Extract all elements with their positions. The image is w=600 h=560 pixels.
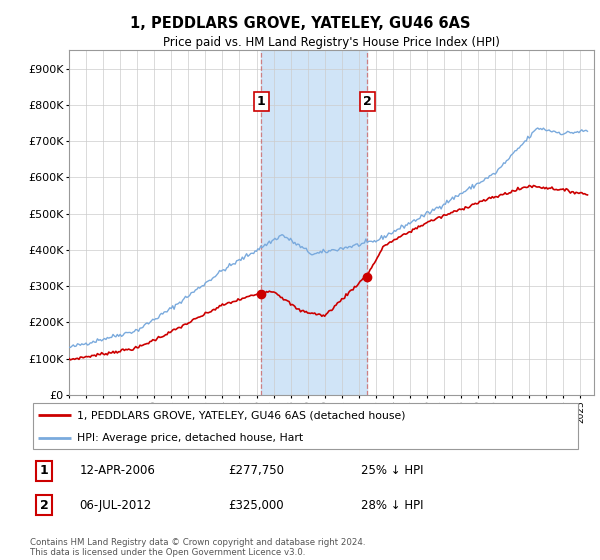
Text: Contains HM Land Registry data © Crown copyright and database right 2024.
This d: Contains HM Land Registry data © Crown c… <box>30 538 365 557</box>
Text: 28% ↓ HPI: 28% ↓ HPI <box>361 498 424 511</box>
Bar <box>261 50 367 395</box>
Text: HPI: Average price, detached house, Hart: HPI: Average price, detached house, Hart <box>77 433 303 444</box>
Text: 1, PEDDLARS GROVE, YATELEY, GU46 6AS (detached house): 1, PEDDLARS GROVE, YATELEY, GU46 6AS (de… <box>77 410 406 421</box>
Text: 06-JUL-2012: 06-JUL-2012 <box>80 498 152 511</box>
Text: 1: 1 <box>257 95 266 108</box>
Text: 2: 2 <box>363 95 371 108</box>
Title: Price paid vs. HM Land Registry's House Price Index (HPI): Price paid vs. HM Land Registry's House … <box>163 36 500 49</box>
Text: 12-APR-2006: 12-APR-2006 <box>80 464 155 478</box>
Text: £325,000: £325,000 <box>229 498 284 511</box>
Text: 2: 2 <box>40 498 49 511</box>
Text: 1: 1 <box>40 464 49 478</box>
Text: £277,750: £277,750 <box>229 464 285 478</box>
FancyBboxPatch shape <box>33 404 578 449</box>
Text: 1, PEDDLARS GROVE, YATELEY, GU46 6AS: 1, PEDDLARS GROVE, YATELEY, GU46 6AS <box>130 16 470 31</box>
Text: 25% ↓ HPI: 25% ↓ HPI <box>361 464 424 478</box>
